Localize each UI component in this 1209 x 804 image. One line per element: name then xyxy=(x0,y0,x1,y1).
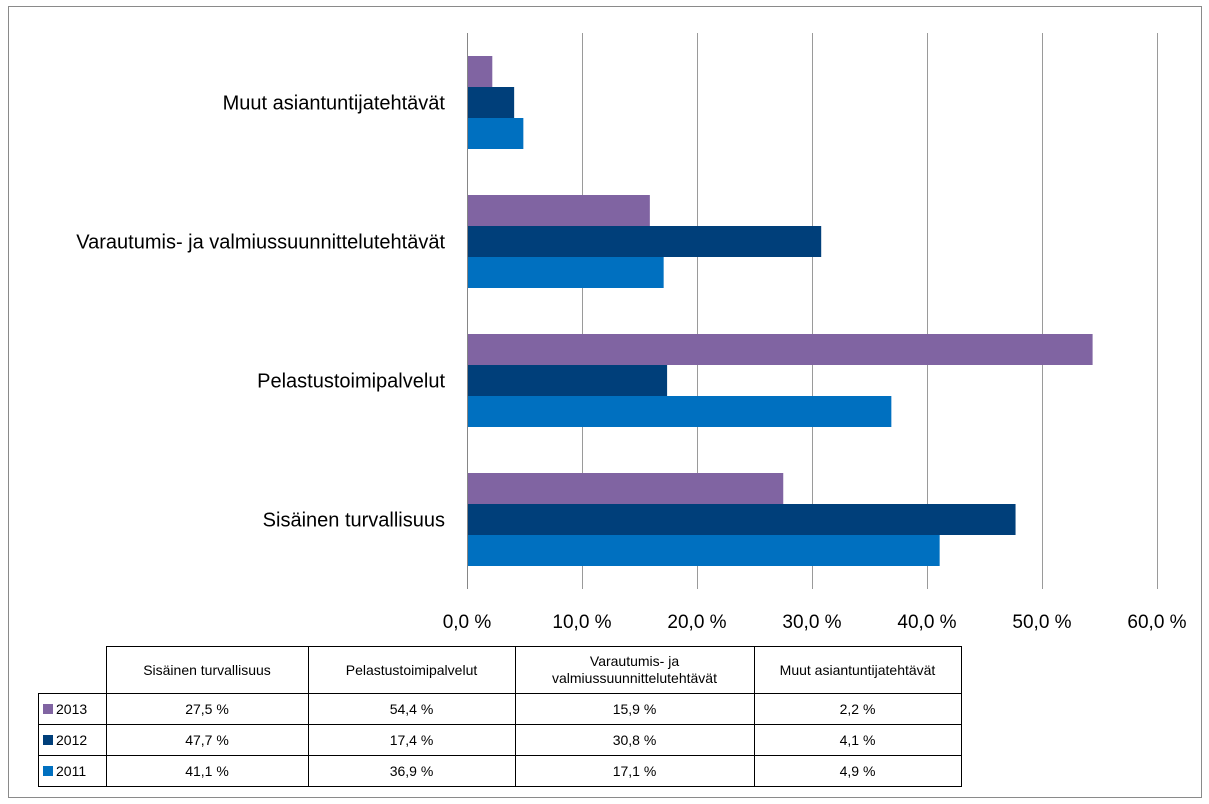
table-header-cell: Pelastustoimipalvelut xyxy=(307,646,516,694)
table-header-row: Sisäinen turvallisuus Pelastustoimipalve… xyxy=(38,646,962,694)
x-tick-label: 0,0 % xyxy=(443,612,492,633)
x-tick-label: 20,0 % xyxy=(667,612,726,633)
table-cell: 36,9 % xyxy=(307,755,516,787)
bar-2013 xyxy=(468,334,1093,365)
legend-label: 2012 xyxy=(56,732,88,748)
table-header-cell: Varautumis- ja valmiussuunnittelutehtävä… xyxy=(514,646,755,694)
table-cell: 30,8 % xyxy=(514,724,755,756)
legend-entry-2012: 2012 xyxy=(38,724,107,756)
legend-swatch-2011 xyxy=(43,766,53,777)
legend-swatch-2013 xyxy=(43,704,53,715)
table-cell: 47,7 % xyxy=(105,724,309,756)
bar-2013 xyxy=(468,473,784,504)
table-cell: 17,1 % xyxy=(514,755,755,787)
bar-2013 xyxy=(468,56,493,87)
table-row: 2012 47,7 % 17,4 % 30,8 % 4,1 % xyxy=(38,724,962,756)
top-edge xyxy=(0,0,1209,3)
table-row: 2011 41,1 % 36,9 % 17,1 % 4,9 % xyxy=(38,755,962,787)
x-tick-label: 60,0 % xyxy=(1127,612,1186,633)
table-header-cell: Sisäinen turvallisuus xyxy=(105,646,309,694)
bar-chart: Sisäinen turvallisuus Pelastustoimipalvel… xyxy=(76,33,1187,633)
bar-2013 xyxy=(468,195,650,226)
table-header-cell: Muut asiantuntijatehtävät xyxy=(753,646,962,694)
table-corner xyxy=(38,646,107,694)
x-tick-label: 10,0 % xyxy=(552,612,611,633)
bar-2011 xyxy=(468,257,664,288)
x-tick-labels: 0,0 % 10,0 % 20,0 % 30,0 % 40,0 % 50,0 % 60,0 … xyxy=(443,612,1187,633)
x-tick-label: 40,0 % xyxy=(897,612,956,633)
table-cell: 17,4 % xyxy=(307,724,516,756)
legend-label: 2011 xyxy=(56,763,87,779)
category-label: Pelastustoimipalvelut xyxy=(257,371,445,393)
table-cell: 27,5 % xyxy=(105,693,309,725)
category-labels: Sisäinen turvallisuus Pelastustoimipalvel… xyxy=(76,93,445,532)
legend-label: 2013 xyxy=(56,701,88,717)
table-cell: 4,1 % xyxy=(753,724,962,756)
table-cell: 54,4 % xyxy=(307,693,516,725)
x-tick-label: 50,0 % xyxy=(1012,612,1071,633)
bar-2011 xyxy=(468,535,940,566)
table-cell: 2,2 % xyxy=(753,693,962,725)
table-cell: 15,9 % xyxy=(514,693,755,725)
table-row: 2013 27,5 % 54,4 % 15,9 % 2,2 % xyxy=(38,693,962,725)
category-label: Varautumis- ja valmiussuunnittelutehtävä… xyxy=(76,232,445,254)
bar-2012 xyxy=(468,504,1016,535)
table-cell: 4,9 % xyxy=(753,755,962,787)
bar-2011 xyxy=(468,396,892,427)
bar-2011 xyxy=(468,118,524,149)
bars xyxy=(468,56,1093,566)
legend-entry-2011: 2011 xyxy=(38,755,107,787)
category-label: Sisäinen turvallisuus xyxy=(263,510,445,532)
table-cell: 41,1 % xyxy=(105,755,309,787)
bar-2012 xyxy=(468,87,515,118)
data-table: Sisäinen turvallisuus Pelastustoimipalve… xyxy=(38,646,962,787)
x-tick-label: 30,0 % xyxy=(782,612,841,633)
legend-entry-2013: 2013 xyxy=(38,693,107,725)
legend-swatch-2012 xyxy=(43,735,53,746)
bar-2012 xyxy=(468,226,822,257)
bar-2012 xyxy=(468,365,668,396)
category-label: Muut asiantuntijatehtävät xyxy=(223,93,446,115)
